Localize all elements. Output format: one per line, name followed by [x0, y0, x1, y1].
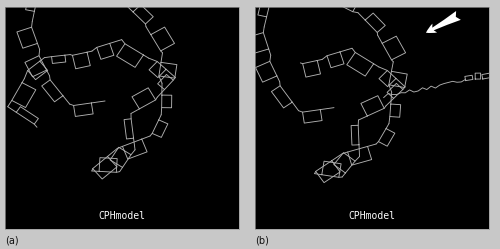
Text: CPHmodel: CPHmodel [348, 211, 396, 221]
Text: (a): (a) [5, 235, 18, 245]
Text: CPHmodel: CPHmodel [98, 211, 146, 221]
Text: (b): (b) [255, 235, 269, 245]
